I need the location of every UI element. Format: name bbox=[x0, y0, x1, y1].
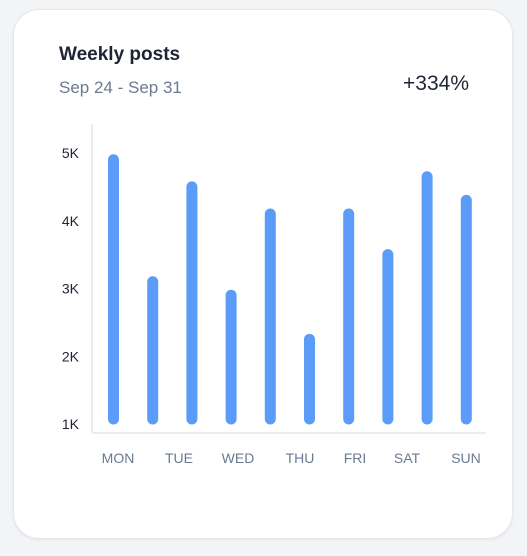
y-tick-label: 1K bbox=[62, 416, 80, 432]
bar[interactable] bbox=[186, 181, 198, 425]
bar[interactable] bbox=[382, 249, 394, 425]
bar[interactable] bbox=[343, 208, 355, 425]
x-tick-label: MON bbox=[102, 450, 135, 466]
bar[interactable] bbox=[264, 208, 276, 425]
y-tick-label: 2K bbox=[62, 348, 80, 364]
x-axis-labels: MON TUE WED THU FRI SAT SUN bbox=[102, 450, 481, 466]
bar[interactable] bbox=[147, 276, 159, 425]
y-tick-label: 3K bbox=[62, 281, 80, 297]
bars bbox=[108, 154, 472, 425]
bar[interactable] bbox=[108, 154, 119, 425]
y-axis-labels: 1K 2K 3K 4K 5K bbox=[62, 145, 80, 432]
x-tick-label: TUE bbox=[165, 450, 193, 466]
date-range: Sep 24 - Sep 31 bbox=[59, 78, 182, 97]
x-tick-label: FRI bbox=[344, 450, 367, 466]
y-tick-label: 4K bbox=[62, 213, 80, 229]
y-tick-label: 5K bbox=[62, 145, 80, 161]
bar[interactable] bbox=[225, 289, 237, 425]
x-tick-label: WED bbox=[222, 450, 255, 466]
x-tick-label: SAT bbox=[394, 450, 421, 466]
percent-change: +334% bbox=[403, 72, 469, 95]
bar[interactable] bbox=[421, 171, 433, 425]
bar[interactable] bbox=[460, 194, 472, 425]
x-tick-label: THU bbox=[286, 450, 315, 466]
card-title: Weekly posts bbox=[59, 44, 181, 65]
bar[interactable] bbox=[304, 333, 315, 425]
x-tick-label: SUN bbox=[451, 450, 481, 466]
